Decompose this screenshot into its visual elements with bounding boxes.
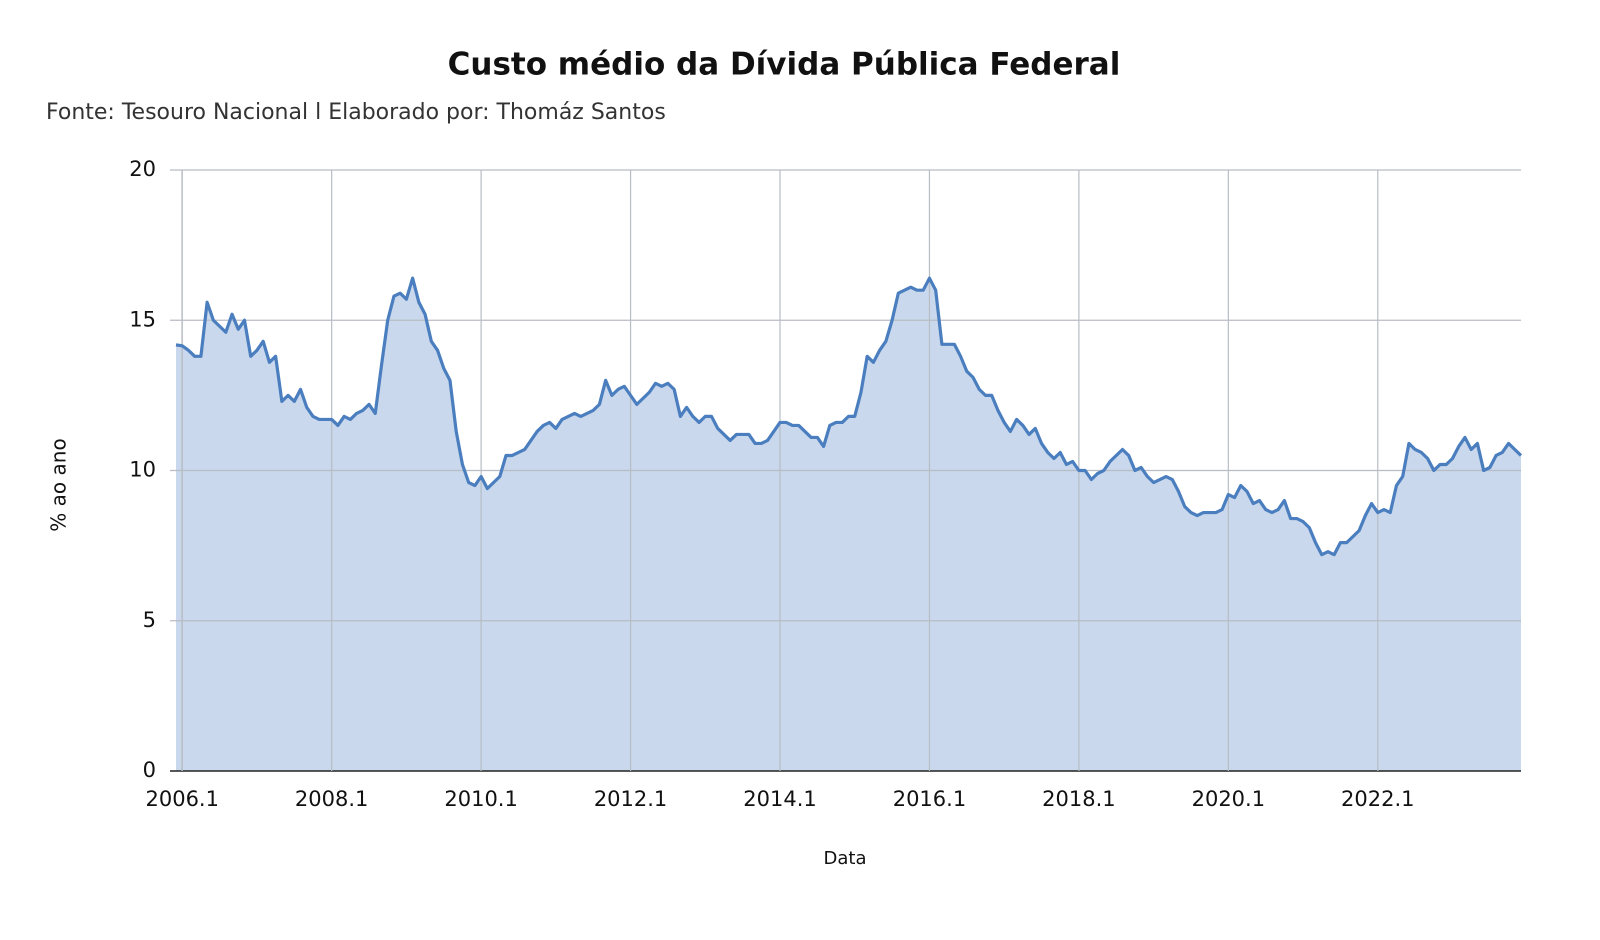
x-tick-label: 2008.1	[295, 787, 368, 811]
x-tick-label: 2006.1	[145, 787, 218, 811]
y-axis-label: % ao ano	[47, 438, 71, 531]
x-tick-label: 2022.1	[1341, 787, 1414, 811]
y-tick-label: 5	[143, 608, 156, 632]
x-axis-label: Data	[824, 848, 867, 869]
line	[175, 276, 1523, 557]
chart-subtitle: Fonte: Tesouro Nacional l Elaborado por:…	[46, 100, 666, 125]
x-tick-label: 2016.1	[893, 787, 966, 811]
y-tick-label: 10	[129, 458, 156, 482]
x-tick-label: 2018.1	[1042, 787, 1115, 811]
x-tick-label: 2012.1	[594, 787, 667, 811]
x-tick-label: 2014.1	[743, 787, 816, 811]
y-tick-label: 15	[129, 307, 156, 331]
y-tick-label: 0	[143, 758, 156, 782]
y-tick-label: 20	[129, 157, 156, 181]
x-tick-label: 2020.1	[1192, 787, 1265, 811]
x-tick-label: 2010.1	[444, 787, 517, 811]
area	[176, 278, 1521, 771]
chart-title: Custo médio da Dívida Pública Federal	[448, 47, 1121, 83]
